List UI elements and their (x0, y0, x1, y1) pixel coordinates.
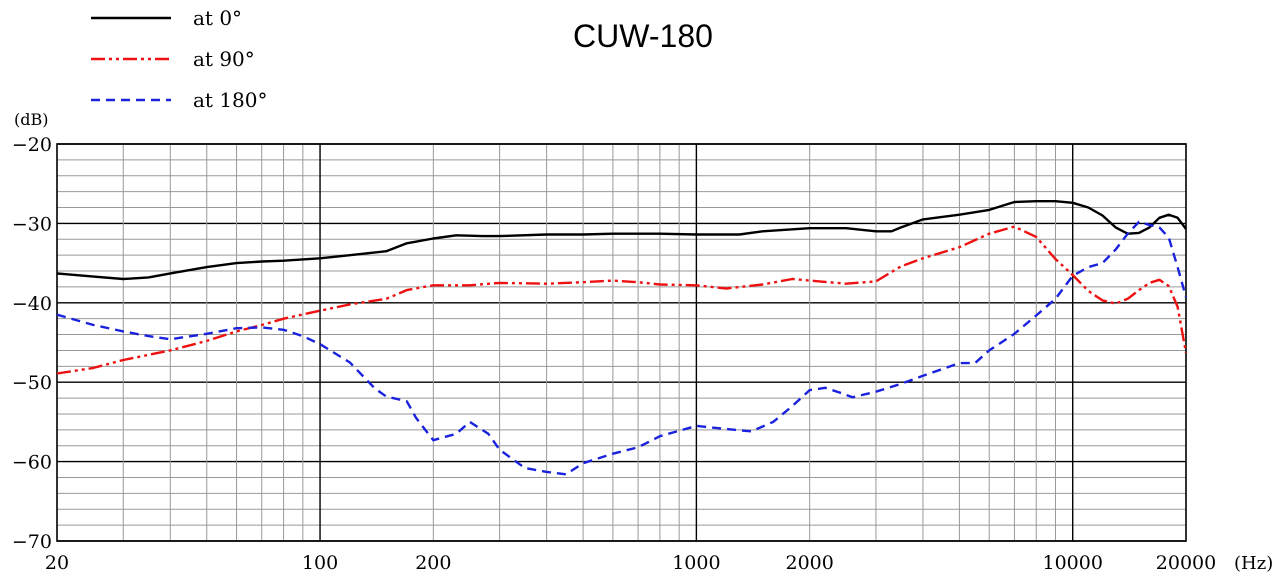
legend-label: at 180° (193, 88, 268, 112)
y-axis-unit-label: (dB) (14, 110, 48, 129)
y-tick-label: −60 (12, 452, 52, 474)
series-line (56, 225, 1188, 375)
x-tick-label: 20 (45, 552, 69, 574)
legend-label: at 0° (193, 6, 242, 30)
x-tick-label: 1000 (672, 552, 720, 574)
legend: at 0° at 90° at 180° (91, 6, 268, 112)
x-tick-label: 100 (302, 552, 338, 574)
x-tick-label: 200 (415, 552, 451, 574)
legend-label: at 90° (193, 47, 255, 71)
grid (56, 143, 1187, 542)
x-axis-unit-label: (Hz) (1234, 553, 1273, 574)
axes: (dB) (Hz) −70 −60 −50 −40 −30 −20 20 100 200 1000… (12, 110, 1273, 574)
chart-title: CUW-180 (573, 18, 713, 54)
y-tick-label: −50 (12, 372, 52, 394)
series-line (56, 220, 1188, 476)
x-tick-label: 20000 (1156, 552, 1216, 574)
series-lines (56, 200, 1188, 476)
y-tick-label: −30 (12, 213, 52, 235)
y-tick-label: −20 (12, 134, 52, 156)
series-line (56, 200, 1187, 281)
y-tick-label: −40 (12, 293, 52, 315)
y-tick-label: −70 (12, 531, 52, 553)
plot-frame (56, 143, 1187, 542)
x-tick-label: 10000 (1042, 552, 1102, 574)
x-tick-label: 2000 (785, 552, 833, 574)
